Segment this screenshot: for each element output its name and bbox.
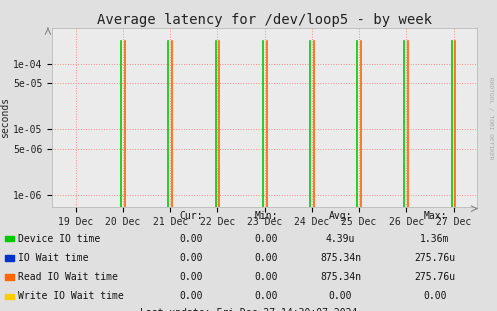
Text: Max:: Max: [423, 211, 447, 221]
Text: 0.00: 0.00 [179, 253, 203, 263]
Text: 0.00: 0.00 [179, 291, 203, 301]
Text: 0.00: 0.00 [423, 291, 447, 301]
Text: Last update: Fri Dec 27 14:30:07 2024: Last update: Fri Dec 27 14:30:07 2024 [140, 308, 357, 311]
Text: 1.36m: 1.36m [420, 234, 450, 244]
Text: Avg:: Avg: [329, 211, 352, 221]
Text: 0.00: 0.00 [254, 234, 278, 244]
Text: 4.39u: 4.39u [326, 234, 355, 244]
Text: 0.00: 0.00 [329, 291, 352, 301]
Text: 0.00: 0.00 [254, 253, 278, 263]
Text: 275.76u: 275.76u [414, 253, 455, 263]
Text: Cur:: Cur: [179, 211, 203, 221]
Text: 875.34n: 875.34n [320, 253, 361, 263]
Text: 275.76u: 275.76u [414, 272, 455, 282]
Text: Write IO Wait time: Write IO Wait time [18, 291, 124, 301]
Text: 0.00: 0.00 [179, 272, 203, 282]
Title: Average latency for /dev/loop5 - by week: Average latency for /dev/loop5 - by week [97, 13, 432, 27]
Text: 0.00: 0.00 [254, 291, 278, 301]
Y-axis label: seconds: seconds [0, 97, 10, 138]
Text: Read IO Wait time: Read IO Wait time [18, 272, 118, 282]
Text: 875.34n: 875.34n [320, 272, 361, 282]
Text: IO Wait time: IO Wait time [18, 253, 88, 263]
Text: 0.00: 0.00 [179, 234, 203, 244]
Text: RRDTOOL / TOBI OETIKER: RRDTOOL / TOBI OETIKER [489, 77, 494, 160]
Text: 0.00: 0.00 [254, 272, 278, 282]
Text: Min:: Min: [254, 211, 278, 221]
Text: Device IO time: Device IO time [18, 234, 100, 244]
